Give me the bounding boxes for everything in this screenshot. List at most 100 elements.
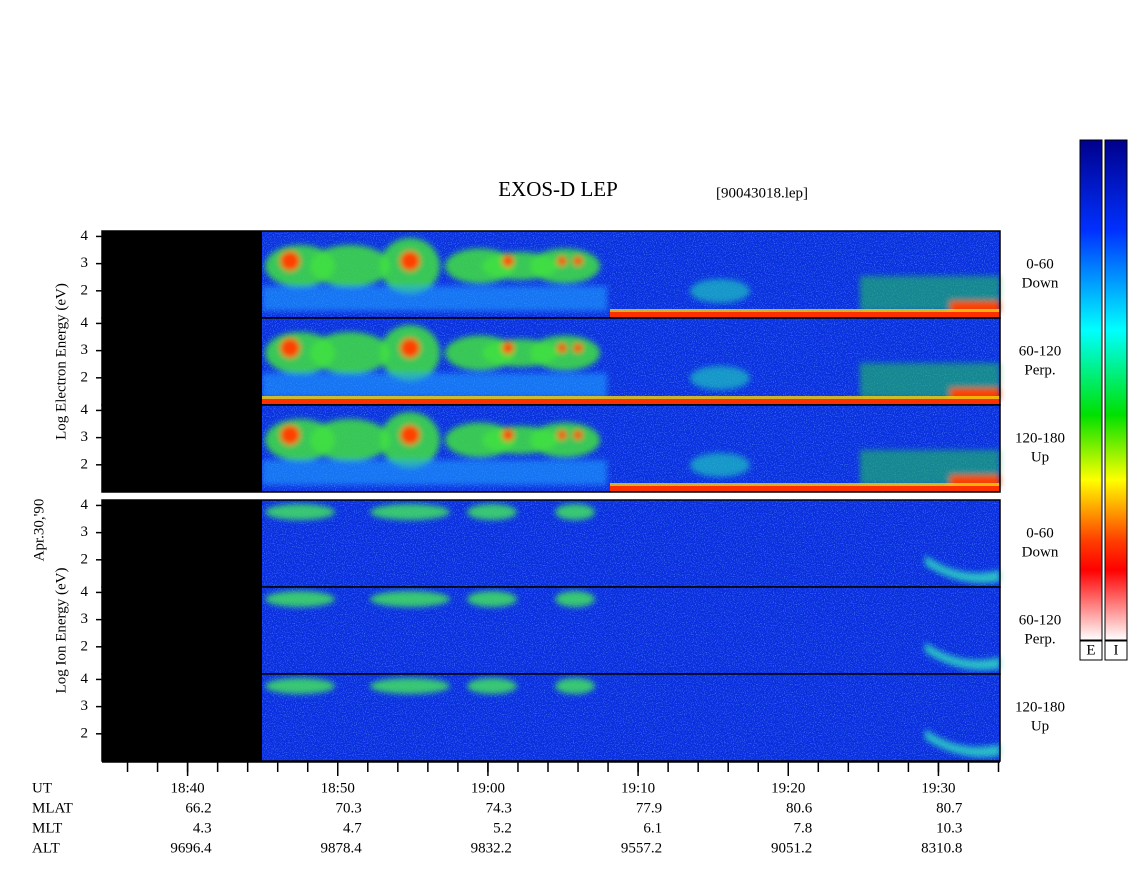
feature (262, 460, 607, 485)
feature (400, 425, 420, 445)
row-value: 9557.2 (621, 840, 662, 856)
feature (265, 678, 335, 694)
feature (370, 504, 450, 520)
feature (262, 373, 607, 398)
x-tick-label: 19:30 (921, 780, 955, 796)
feature (280, 425, 300, 445)
row-value: 66.2 (185, 800, 211, 816)
feature (690, 279, 750, 303)
row-label: MLT (32, 820, 62, 836)
feature (925, 555, 1000, 584)
spectrogram-features (265, 504, 1000, 584)
feature (925, 729, 1000, 758)
row-value: 4.7 (343, 820, 362, 836)
feature (310, 419, 390, 461)
file-label: [90043018.lep] (716, 185, 808, 201)
y-axis-title: Log Ion Energy (eV) (53, 568, 69, 694)
y-axis-title: Log Electron Energy (eV) (53, 283, 69, 440)
y-tick-label: 2 (81, 369, 89, 385)
feature (502, 342, 514, 354)
x-tick-label: 19:00 (471, 780, 505, 796)
panel-sublabel: Down (1022, 275, 1059, 291)
colorbar (1104, 139, 1128, 641)
panel-label: 60-120 (1019, 343, 1062, 359)
feature (467, 504, 517, 520)
row-value: 70.3 (336, 800, 362, 816)
colorbars: E I (1079, 139, 1128, 661)
panel-sublabel: Perp. (1024, 362, 1055, 378)
row-value: 77.9 (636, 800, 662, 816)
chart-title: EXOS-D LEP (498, 177, 618, 201)
y-tick-label: 4 (81, 671, 89, 687)
feature (400, 251, 420, 271)
y-tick-label: 2 (81, 282, 89, 298)
spectrogram-speckle (605, 587, 1000, 674)
colorbar-box (1079, 640, 1103, 661)
row-label: MLAT (32, 800, 73, 816)
y-tick-label: 3 (81, 342, 89, 358)
feature (400, 338, 420, 358)
feature (610, 483, 1000, 486)
feature (925, 642, 1000, 671)
feature (610, 312, 1000, 317)
feature (530, 335, 600, 371)
feature (262, 286, 607, 311)
feature (690, 366, 750, 390)
row-value: 9696.4 (170, 840, 212, 856)
row-value: 9832.2 (471, 840, 512, 856)
row-value: 80.7 (936, 800, 963, 816)
panel-sublabel: Down (1022, 544, 1059, 560)
y-tick-label: 2 (81, 551, 89, 567)
spectrogram-speckle (605, 500, 1000, 587)
x-tick-label: 19:20 (771, 780, 805, 796)
row-value: 6.1 (643, 820, 662, 836)
y-tick-label: 3 (81, 524, 89, 540)
panel-sublabel: Perp. (1024, 631, 1055, 647)
feature (555, 504, 595, 520)
x-tick-label: 19:10 (621, 780, 655, 796)
y-tick-label: 3 (81, 255, 89, 271)
panel-label: 60-120 (1019, 612, 1062, 628)
data-gap (102, 231, 262, 492)
feature (265, 591, 335, 607)
feature (557, 256, 567, 266)
x-tick-label: 18:50 (321, 780, 355, 796)
y-tick-label: 2 (81, 638, 89, 654)
row-value: 9051.2 (771, 840, 812, 856)
y-tick-label: 4 (81, 228, 89, 244)
feature (262, 399, 1000, 404)
y-tick-label: 2 (81, 725, 89, 741)
colorbar (1079, 139, 1103, 641)
y-tick-label: 4 (81, 315, 89, 331)
feature (370, 591, 450, 607)
feature (370, 678, 450, 694)
feature (502, 255, 514, 267)
y-tick-label: 4 (81, 497, 89, 513)
row-value: 74.3 (486, 800, 512, 816)
feature (610, 486, 1000, 491)
spectrogram-features (262, 412, 1000, 487)
feature (265, 504, 335, 520)
y-tick-label: 3 (81, 698, 89, 714)
feature (555, 591, 595, 607)
row-value: 10.3 (936, 820, 962, 836)
panel-label: 120-180 (1015, 430, 1065, 446)
feature (530, 422, 600, 458)
feature (280, 338, 300, 358)
feature (262, 396, 1000, 399)
row-label: ALT (32, 840, 60, 856)
feature (555, 678, 595, 694)
feature (573, 430, 583, 440)
y-tick-label: 3 (81, 429, 89, 445)
colorbar-label: E (1086, 642, 1095, 658)
spectrogram-speckle (605, 674, 1000, 761)
panel-sublabel: Up (1031, 449, 1049, 465)
row-value: 7.8 (794, 820, 813, 836)
feature (610, 309, 1000, 312)
feature (310, 245, 390, 287)
y-tick-label: 3 (81, 611, 89, 627)
panel-sublabel: Up (1031, 718, 1049, 734)
colorbar-box (1104, 640, 1128, 661)
x-axis-title: UT (32, 780, 52, 796)
feature (467, 678, 517, 694)
